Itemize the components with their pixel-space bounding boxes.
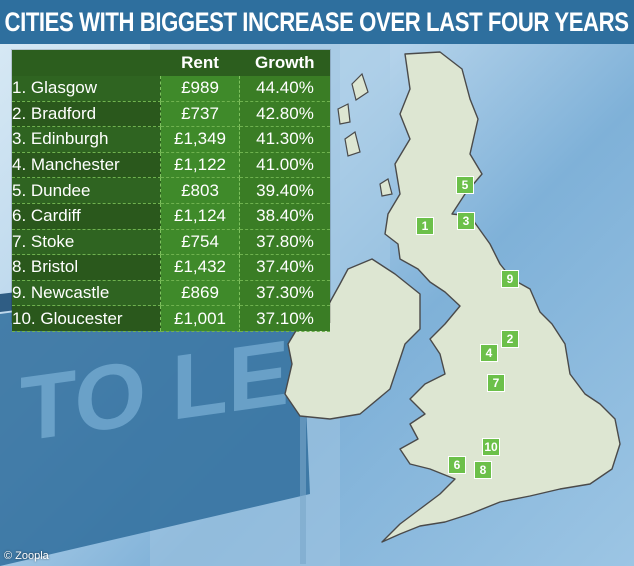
column-header-growth: Growth bbox=[255, 53, 315, 72]
growth-cell: 37.40% bbox=[239, 254, 330, 281]
growth-cell: 37.80% bbox=[239, 229, 330, 256]
rent-cell: £1,432 bbox=[160, 254, 240, 281]
city-cell: 8. Bristol bbox=[12, 254, 161, 281]
column-header-rent: Rent bbox=[181, 53, 219, 72]
table-row: 1. Glasgow £989 44.40% bbox=[12, 76, 330, 102]
growth-cell: 38.40% bbox=[239, 203, 330, 230]
rent-cell: £869 bbox=[160, 280, 240, 307]
uk-map bbox=[284, 51, 621, 543]
column-header-city bbox=[12, 50, 161, 76]
growth-cell: 42.80% bbox=[239, 101, 330, 128]
rent-cell: £803 bbox=[160, 177, 240, 204]
table-row: 3. Edinburgh £1,349 41.30% bbox=[12, 126, 330, 153]
title-bar: CITIES WITH BIGGEST INCREASE OVER LAST F… bbox=[0, 0, 634, 44]
growth-cell: 41.30% bbox=[239, 126, 330, 153]
growth-cell: 39.40% bbox=[239, 177, 330, 204]
table-row: 2. Bradford £737 42.80% bbox=[12, 101, 330, 128]
map-marker-3: 3 bbox=[457, 212, 475, 230]
table-row: 6. Cardiff £1,124 38.40% bbox=[12, 203, 330, 230]
city-cell: 4. Manchester bbox=[12, 152, 161, 179]
rent-cell: £737 bbox=[160, 101, 240, 128]
growth-cell: 37.30% bbox=[239, 280, 330, 307]
city-cell: 6. Cardiff bbox=[12, 203, 161, 230]
map-marker-7: 7 bbox=[487, 374, 505, 392]
city-cell: 9. Newcastle bbox=[12, 280, 161, 307]
rent-cell: £1,124 bbox=[160, 203, 240, 230]
city-cell: 2. Bradford bbox=[12, 101, 161, 128]
table-header-row: Rent Growth bbox=[12, 50, 330, 76]
rent-cell: £1,122 bbox=[160, 152, 240, 179]
city-cell: 10. Gloucester bbox=[12, 305, 161, 332]
table-row: 9. Newcastle £869 37.30% bbox=[12, 280, 330, 307]
chart-title: CITIES WITH BIGGEST INCREASE OVER LAST F… bbox=[4, 6, 630, 37]
city-cell: 7. Stoke bbox=[12, 229, 161, 256]
map-marker-8: 8 bbox=[474, 461, 492, 479]
map-marker-10: 10 bbox=[482, 438, 500, 456]
map-marker-1: 1 bbox=[416, 217, 434, 235]
map-marker-6: 6 bbox=[448, 456, 466, 474]
city-cell: 3. Edinburgh bbox=[12, 126, 161, 153]
city-cell: 1. Glasgow bbox=[12, 76, 161, 102]
source-credit: © Zoopla bbox=[4, 550, 49, 562]
table-row: 7. Stoke £754 37.80% bbox=[12, 229, 330, 256]
growth-cell: 41.00% bbox=[239, 152, 330, 179]
table-row: 8. Bristol £1,432 37.40% bbox=[12, 254, 330, 281]
map-marker-4: 4 bbox=[480, 344, 498, 362]
city-cell: 5. Dundee bbox=[12, 177, 161, 204]
rent-cell: £989 bbox=[160, 76, 240, 102]
table-row: 4. Manchester £1,122 41.00% bbox=[12, 152, 330, 179]
map-marker-2: 2 bbox=[501, 330, 519, 348]
map-marker-9: 9 bbox=[501, 270, 519, 288]
rent-cell: £1,001 bbox=[160, 305, 240, 332]
growth-cell: 37.10% bbox=[239, 305, 330, 332]
table-row: 10. Gloucester £1,001 37.10% bbox=[12, 305, 330, 332]
map-marker-5: 5 bbox=[456, 176, 474, 194]
growth-cell: 44.40% bbox=[239, 76, 330, 102]
table-row: 5. Dundee £803 39.40% bbox=[12, 177, 330, 204]
rent-cell: £1,349 bbox=[160, 126, 240, 153]
rent-growth-table: Rent Growth 1. Glasgow £989 44.40% 2. Br… bbox=[12, 50, 330, 332]
rent-cell: £754 bbox=[160, 229, 240, 256]
rankings-table: Rent Growth 1. Glasgow £989 44.40% 2. Br… bbox=[12, 50, 330, 332]
